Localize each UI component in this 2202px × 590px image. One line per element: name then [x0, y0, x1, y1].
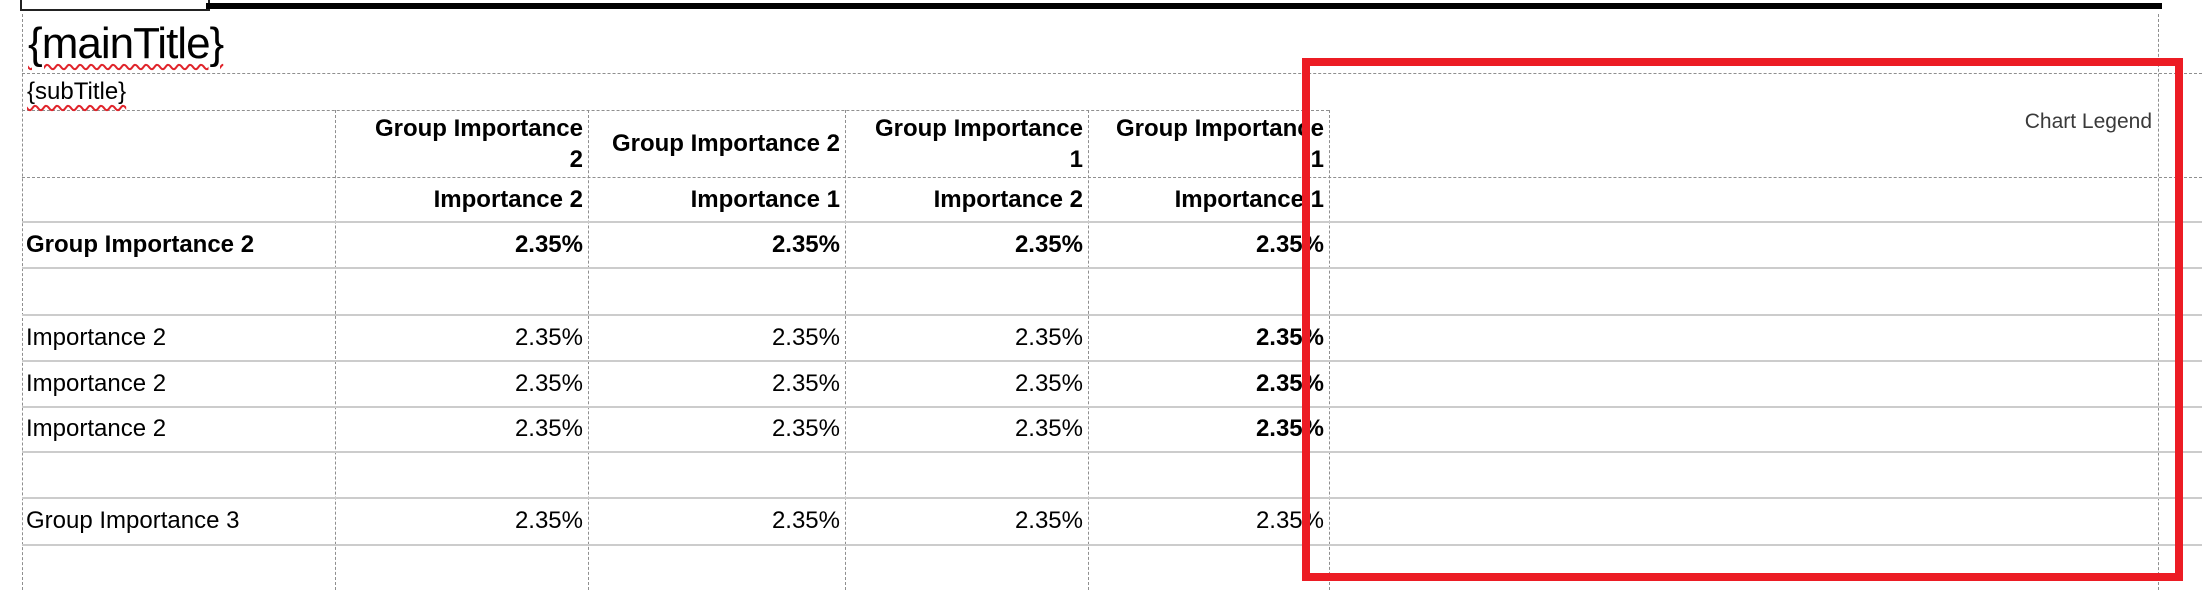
column-subheader-4[interactable]: Importance 1: [1093, 177, 1324, 222]
row-label-text: Importance 2: [26, 323, 167, 351]
value-text: 2.35%: [771, 323, 840, 351]
column-subheader-2[interactable]: Importance 1: [593, 177, 840, 222]
grid-hline-below-title: [22, 73, 2202, 74]
column-subheader-text: Importance 1: [690, 185, 840, 213]
value-cell[interactable]: 2.35%: [850, 315, 1083, 360]
value-cell[interactable]: 2.35%: [593, 222, 840, 267]
grid-vline-col1: [335, 110, 336, 590]
value-text: 2.35%: [1255, 506, 1324, 534]
grid-vline-left: [22, 14, 23, 590]
value-text: 2.35%: [1014, 506, 1083, 534]
value-text: 2.35%: [771, 369, 840, 397]
grid-hline-below-subtitle: [22, 110, 1329, 111]
cutoff-header-textbox[interactable]: [20, 0, 210, 11]
row-label[interactable]: Importance 2: [26, 407, 331, 451]
value-text: 2.35%: [1255, 323, 1324, 351]
value-text: 2.35%: [1014, 230, 1083, 258]
main-title-placeholder[interactable]: {mainTitle}: [28, 14, 1228, 73]
row-line: [22, 544, 2202, 546]
row-label-text: Importance 2: [26, 415, 167, 442]
row-line: [22, 314, 2202, 316]
column-subheader-1[interactable]: Importance 2: [340, 177, 583, 222]
row-line: [22, 497, 2202, 499]
column-header-group-2[interactable]: Group Importance 2: [593, 110, 840, 177]
value-text: 2.35%: [1014, 415, 1083, 442]
grid-vline-col4: [1088, 110, 1089, 590]
value-cell[interactable]: 2.35%: [850, 407, 1083, 451]
value-text: 2.35%: [1014, 323, 1083, 351]
value-text: 2.35%: [771, 415, 840, 442]
value-text: 2.35%: [514, 323, 583, 351]
row-label[interactable]: Importance 2: [26, 315, 331, 360]
grid-vline-right: [2158, 14, 2159, 590]
value-cell[interactable]: 2.35%: [593, 361, 840, 406]
column-header-text: Group Importance 1: [874, 114, 1083, 173]
chart-selection-rectangle[interactable]: [1302, 58, 2183, 581]
row-label-text: Importance 2: [26, 369, 167, 397]
value-cell[interactable]: 2.35%: [340, 361, 583, 406]
column-subheader-text: Importance 2: [933, 185, 1083, 213]
value-cell[interactable]: 2.35%: [593, 407, 840, 451]
row-line: [22, 360, 2202, 362]
value-cell[interactable]: 2.35%: [1093, 407, 1324, 451]
value-text: 2.35%: [1255, 230, 1324, 258]
value-cell[interactable]: 2.35%: [1093, 315, 1324, 360]
grid-vline-col2: [588, 110, 589, 590]
chart-legend-cell[interactable]: Chart Legend: [1335, 73, 2152, 170]
value-text: 2.35%: [771, 230, 840, 258]
column-header-text: Group Importance 2: [611, 130, 840, 157]
row-line: [22, 451, 2202, 453]
value-cell[interactable]: 2.35%: [1093, 222, 1324, 267]
row-line: [22, 221, 2202, 223]
row-line: [22, 267, 2202, 269]
row-label[interactable]: Group Importance 2: [26, 222, 331, 267]
value-text: 2.35%: [1255, 369, 1324, 397]
row-label-text: Group Importance 2: [26, 230, 255, 258]
value-cell[interactable]: 2.35%: [593, 498, 840, 543]
column-header-group-1[interactable]: Group Importance 2: [340, 110, 583, 177]
value-cell[interactable]: 2.35%: [593, 315, 840, 360]
column-header-text: Group Importance 2: [374, 114, 583, 173]
value-cell[interactable]: 2.35%: [340, 315, 583, 360]
main-title-text: {mainTitle}: [28, 18, 224, 68]
sub-title-text: {subTitle}: [27, 77, 127, 105]
row-label[interactable]: Group Importance 3: [26, 498, 331, 543]
value-cell[interactable]: 2.35%: [850, 498, 1083, 543]
value-text: 2.35%: [1255, 415, 1324, 442]
value-text: 2.35%: [1014, 369, 1083, 397]
column-subheader-text: Importance 2: [433, 185, 583, 213]
column-subheader-3[interactable]: Importance 2: [850, 177, 1083, 222]
column-header-group-4[interactable]: Group Importance 1: [1093, 110, 1324, 177]
value-text: 2.35%: [514, 369, 583, 397]
value-text: 2.35%: [771, 506, 840, 534]
value-cell[interactable]: 2.35%: [1093, 498, 1324, 543]
column-header-group-3[interactable]: Group Importance 1: [850, 110, 1083, 177]
value-cell[interactable]: 2.35%: [850, 222, 1083, 267]
row-label[interactable]: Importance 2: [26, 361, 331, 406]
column-header-text: Group Importance 1: [1115, 114, 1324, 173]
value-text: 2.35%: [514, 415, 583, 442]
grid-vline-chart-left: [1329, 110, 1330, 590]
value-text: 2.35%: [514, 506, 583, 534]
row-line: [22, 406, 2202, 408]
value-cell[interactable]: 2.35%: [340, 407, 583, 451]
row-label-text: Group Importance 3: [26, 506, 240, 534]
chart-legend-label: Chart Legend: [2024, 109, 2152, 133]
column-subheader-text: Importance 1: [1174, 185, 1324, 213]
grid-hline-below-header1: [22, 177, 2202, 178]
value-text: 2.35%: [514, 230, 583, 258]
sub-title-placeholder[interactable]: {subTitle}: [27, 73, 827, 110]
value-cell[interactable]: 2.35%: [1093, 361, 1324, 406]
top-rule: [206, 3, 2162, 9]
value-cell[interactable]: 2.35%: [340, 222, 583, 267]
value-cell[interactable]: 2.35%: [850, 361, 1083, 406]
grid-vline-col3: [845, 110, 846, 590]
value-cell[interactable]: 2.35%: [340, 498, 583, 543]
